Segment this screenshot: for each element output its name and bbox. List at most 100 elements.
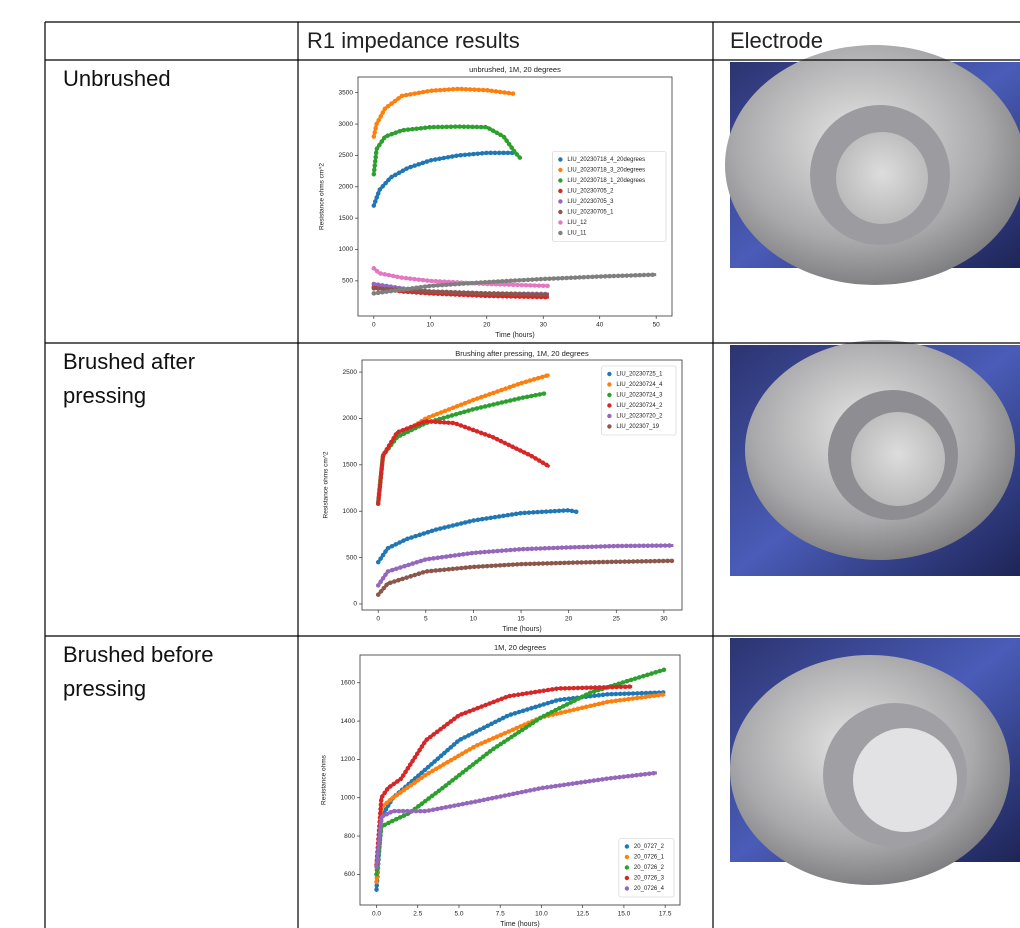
legend-marker — [625, 844, 629, 848]
y-tick-label: 2500 — [343, 369, 358, 376]
y-tick-label: 1500 — [339, 215, 354, 222]
x-tick-label: 15.0 — [618, 911, 631, 918]
chart-title: Brushing after pressing, 1M, 20 degrees — [455, 349, 589, 358]
legend-label: LIU_20230705_3 — [567, 199, 614, 205]
legend-marker — [558, 231, 562, 235]
y-tick-label: 600 — [344, 871, 355, 878]
chart: 1M, 20 degrees Time (hours) Resistance ohm… — [321, 643, 680, 928]
legend-marker — [558, 210, 562, 214]
x-tick-label: 10 — [427, 322, 435, 329]
y-tick-label: 1200 — [341, 756, 356, 763]
x-tick-label: 5.0 — [454, 911, 463, 918]
x-tick-label: 25 — [613, 616, 621, 623]
legend-marker — [558, 178, 562, 182]
x-tick-label: 7.5 — [496, 911, 505, 918]
legend-label: LIU_12 — [567, 220, 587, 226]
y-tick-label: 800 — [344, 833, 355, 840]
legend-marker — [558, 189, 562, 193]
chart-title: 1M, 20 degrees — [494, 643, 546, 652]
legend-marker — [607, 382, 611, 386]
legend-box — [552, 152, 666, 242]
legend-label: LIU_20230705_1 — [567, 210, 614, 216]
y-tick-label: 1000 — [339, 246, 354, 253]
legend-marker — [625, 876, 629, 880]
legend-label: LIU_20230718_1_20degrees — [567, 178, 645, 184]
legend-label: LIU_20230705_2 — [567, 189, 614, 195]
y-tick-label: 500 — [346, 554, 357, 561]
row-label: Brushed after pressing — [63, 345, 243, 413]
x-tick-label: 30 — [540, 322, 548, 329]
legend-marker — [607, 414, 611, 418]
table-canvas: R1 impedance results Electrode unbrushed… — [0, 0, 1020, 928]
y-axis-label: Resistance ohms cm^2 — [319, 163, 326, 230]
y-tick-label: 1600 — [341, 679, 356, 686]
y-tick-label: 2000 — [339, 183, 354, 190]
chart-title: unbrushed, 1M, 20 degrees — [469, 65, 561, 74]
x-tick-label: 15 — [517, 616, 525, 623]
row-label: Unbrushed — [63, 62, 243, 96]
legend-label: LIU_20230724_3 — [616, 393, 663, 399]
y-tick-label: 1000 — [343, 508, 358, 515]
x-tick-label: 2.5 — [413, 911, 422, 918]
legend-label: 20_0726_1 — [634, 855, 665, 861]
legend-label: LIU_20230720_2 — [616, 414, 663, 420]
photo — [725, 45, 1020, 285]
legend-label: 20_0726_3 — [634, 876, 665, 882]
legend-label: 20_0726_4 — [634, 886, 665, 892]
legend-label: LIU_202307_19 — [616, 424, 659, 430]
legend-label: LIU_20230718_4_20degrees — [567, 157, 645, 163]
x-tick-label: 50 — [653, 322, 661, 329]
legend-marker — [558, 157, 562, 161]
legend-marker — [607, 372, 611, 376]
y-tick-label: 0 — [353, 601, 357, 608]
y-tick-label: 3000 — [339, 121, 354, 128]
y-tick-label: 2500 — [339, 152, 354, 159]
legend-marker — [558, 199, 562, 203]
chart: unbrushed, 1M, 20 degrees Time (hours) Res… — [319, 65, 672, 339]
legend-label: LIU_20230724_2 — [616, 403, 663, 409]
x-tick-label: 20 — [483, 322, 491, 329]
column-header: Electrode — [730, 28, 823, 53]
legend-label: LIU_20230725_1 — [616, 372, 663, 378]
legend-label: LIU_20230718_3_20degrees — [567, 168, 645, 174]
legend-marker — [607, 393, 611, 397]
photo — [730, 638, 1020, 885]
photo — [730, 340, 1020, 576]
y-tick-label: 1000 — [341, 794, 356, 801]
x-tick-label: 0 — [376, 616, 380, 623]
legend-label: LIU_11 — [567, 231, 587, 237]
y-axis-label: Resistance ohms — [321, 754, 328, 805]
x-tick-label: 20 — [565, 616, 573, 623]
x-tick-label: 10.0 — [535, 911, 548, 918]
y-tick-label: 3500 — [339, 89, 354, 96]
x-axis-label: Time (hours) — [500, 921, 539, 928]
legend-marker — [558, 220, 562, 224]
x-tick-label: 12.5 — [576, 911, 589, 918]
page: R1 impedance results Electrode unbrushed… — [0, 0, 1020, 928]
x-tick-label: 30 — [660, 616, 668, 623]
x-tick-label: 10 — [470, 616, 478, 623]
x-tick-label: 0 — [372, 322, 376, 329]
x-tick-label: 40 — [596, 322, 604, 329]
legend-marker — [558, 168, 562, 172]
x-axis-label: Time (hours) — [502, 626, 541, 633]
y-axis-label: Resistance ohms cm^2 — [323, 451, 330, 518]
legend-marker — [625, 886, 629, 890]
y-tick-label: 1400 — [341, 718, 356, 725]
column-header: R1 impedance results — [307, 28, 520, 53]
legend-label: LIU_20230724_4 — [616, 382, 663, 388]
x-tick-label: 0.0 — [372, 911, 381, 918]
legend-marker — [625, 865, 629, 869]
legend-marker — [607, 403, 611, 407]
y-tick-label: 2000 — [343, 415, 358, 422]
x-tick-label: 17.5 — [659, 911, 672, 918]
legend-marker — [625, 855, 629, 859]
legend-marker — [607, 424, 611, 428]
x-axis-label: Time (hours) — [495, 332, 534, 339]
legend-label: 20_0727_2 — [634, 844, 665, 850]
chart: Brushing after pressing, 1M, 20 degrees T… — [323, 349, 682, 633]
x-tick-label: 5 — [424, 616, 428, 623]
y-tick-label: 1500 — [343, 462, 358, 469]
legend-label: 20_0726_2 — [634, 865, 665, 871]
y-tick-label: 500 — [342, 278, 353, 285]
